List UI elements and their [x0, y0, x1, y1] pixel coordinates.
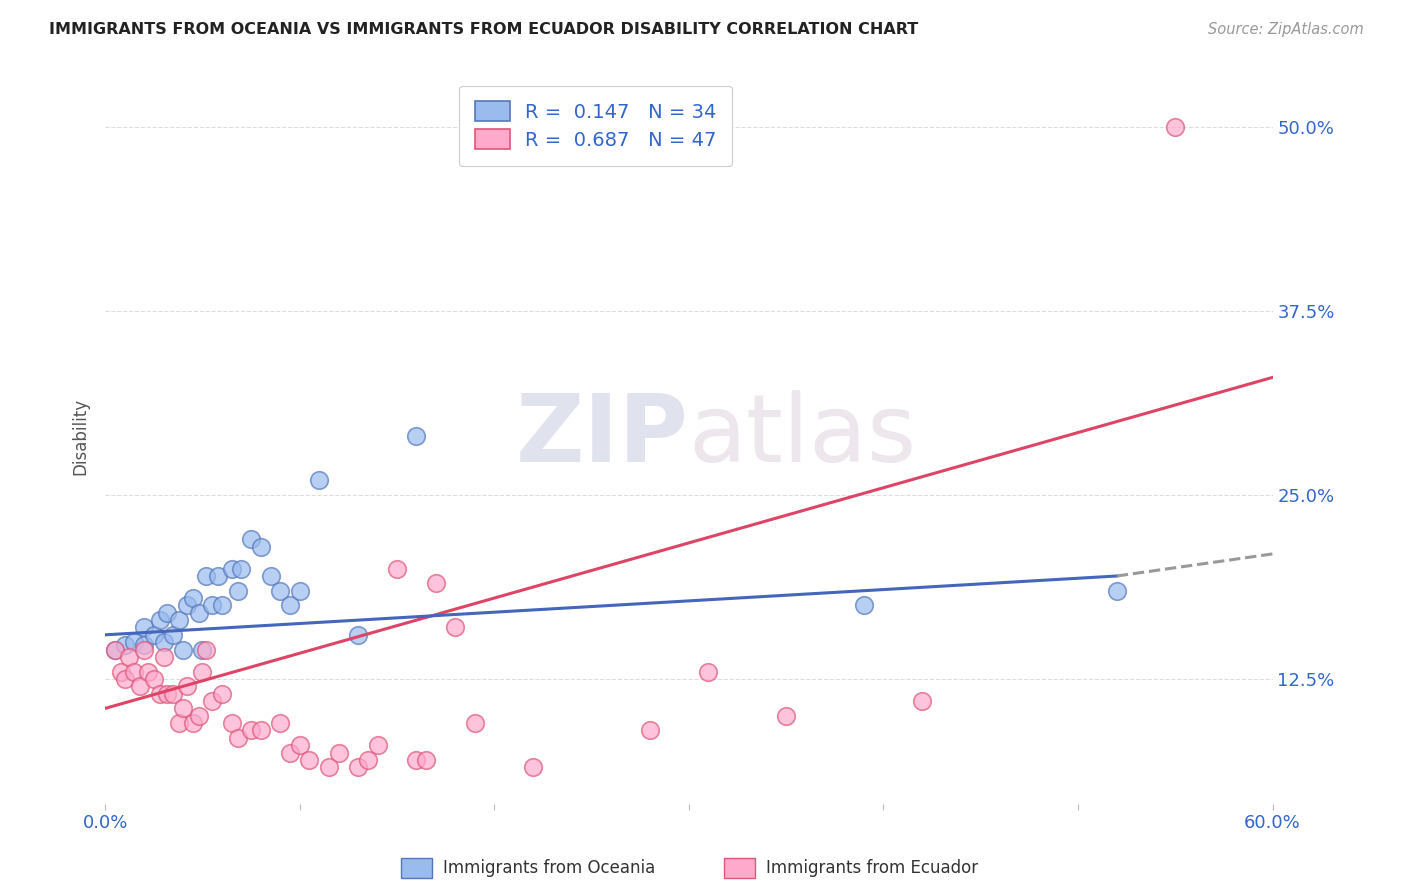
Point	[226, 583, 249, 598]
Point	[347, 628, 370, 642]
Point	[176, 599, 198, 613]
Point	[149, 687, 172, 701]
Point	[240, 533, 263, 547]
Legend: R =  0.147   N = 34, R =  0.687   N = 47: R = 0.147 N = 34, R = 0.687 N = 47	[458, 86, 733, 166]
Point	[775, 708, 797, 723]
Point	[187, 708, 209, 723]
Point	[226, 731, 249, 745]
Point	[385, 561, 408, 575]
Text: Source: ZipAtlas.com: Source: ZipAtlas.com	[1208, 22, 1364, 37]
Point	[181, 716, 204, 731]
Point	[269, 716, 291, 731]
Point	[136, 665, 159, 679]
Point	[278, 746, 301, 760]
Point	[1105, 583, 1128, 598]
Point	[259, 569, 281, 583]
Point	[181, 591, 204, 605]
Point	[187, 606, 209, 620]
Point	[405, 753, 427, 767]
Point	[207, 569, 229, 583]
Point	[142, 672, 165, 686]
Point	[298, 753, 321, 767]
Point	[201, 694, 224, 708]
Point	[134, 620, 156, 634]
Point	[129, 679, 152, 693]
Point	[191, 642, 214, 657]
Point	[347, 760, 370, 774]
Point	[162, 628, 184, 642]
Y-axis label: Disability: Disability	[72, 398, 89, 475]
Point	[134, 642, 156, 657]
Point	[405, 429, 427, 443]
Point	[318, 760, 340, 774]
Point	[367, 738, 389, 752]
Point	[124, 635, 146, 649]
Point	[167, 613, 190, 627]
Point	[415, 753, 437, 767]
Text: ZIP: ZIP	[516, 391, 689, 483]
Point	[328, 746, 350, 760]
Point	[269, 583, 291, 598]
Point	[172, 701, 194, 715]
Point	[162, 687, 184, 701]
Point	[250, 540, 273, 554]
Point	[425, 576, 447, 591]
Point	[195, 642, 218, 657]
Point	[152, 635, 174, 649]
Point	[1164, 120, 1187, 135]
Point	[278, 599, 301, 613]
Point	[114, 638, 136, 652]
Point	[104, 642, 127, 657]
Point	[221, 561, 243, 575]
Point	[142, 628, 165, 642]
Point	[522, 760, 544, 774]
Point	[167, 716, 190, 731]
Point	[357, 753, 380, 767]
Point	[124, 665, 146, 679]
Point	[172, 642, 194, 657]
Point	[104, 642, 127, 657]
Point	[156, 606, 179, 620]
Text: atlas: atlas	[689, 391, 917, 483]
Point	[117, 649, 139, 664]
Text: Immigrants from Ecuador: Immigrants from Ecuador	[766, 859, 979, 877]
Point	[156, 687, 179, 701]
Text: Immigrants from Oceania: Immigrants from Oceania	[443, 859, 655, 877]
Point	[221, 716, 243, 731]
Point	[288, 738, 311, 752]
Point	[308, 474, 330, 488]
Point	[697, 665, 720, 679]
Point	[176, 679, 198, 693]
Point	[852, 599, 875, 613]
Point	[134, 638, 156, 652]
Point	[152, 649, 174, 664]
Point	[444, 620, 467, 634]
Point	[240, 723, 263, 738]
Text: IMMIGRANTS FROM OCEANIA VS IMMIGRANTS FROM ECUADOR DISABILITY CORRELATION CHART: IMMIGRANTS FROM OCEANIA VS IMMIGRANTS FR…	[49, 22, 918, 37]
Point	[114, 672, 136, 686]
Point	[110, 665, 132, 679]
Point	[638, 723, 661, 738]
Point	[464, 716, 486, 731]
Point	[191, 665, 214, 679]
Point	[231, 561, 253, 575]
Point	[149, 613, 172, 627]
Point	[211, 687, 233, 701]
Point	[288, 583, 311, 598]
Point	[201, 599, 224, 613]
Point	[195, 569, 218, 583]
Point	[911, 694, 934, 708]
Point	[250, 723, 273, 738]
Point	[211, 599, 233, 613]
